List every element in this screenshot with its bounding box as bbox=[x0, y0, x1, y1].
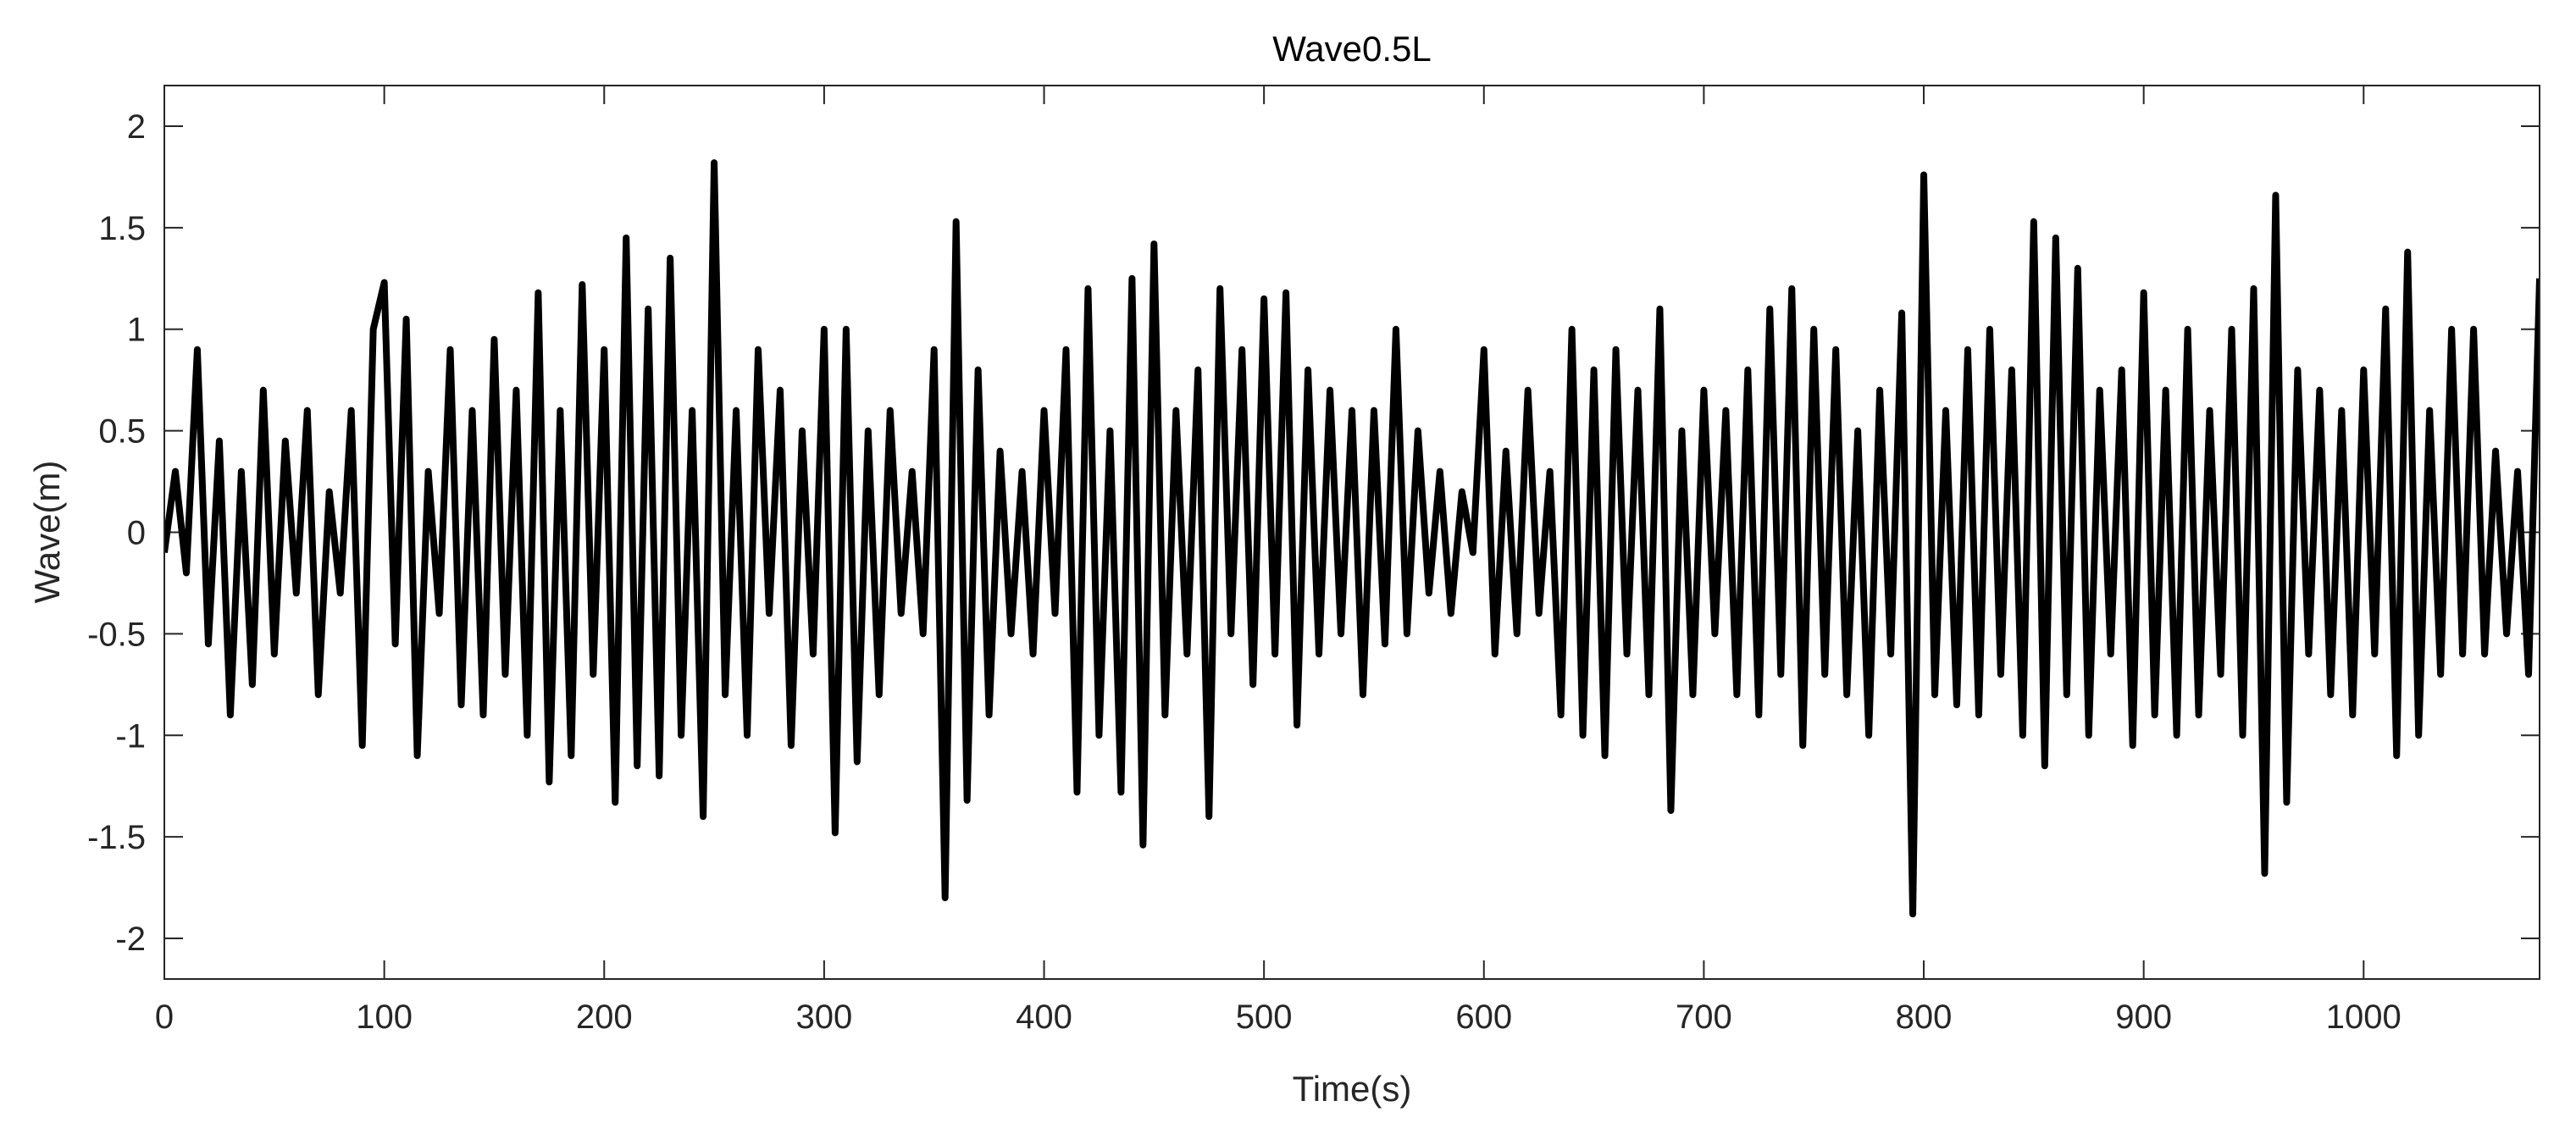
x-tick-label: 900 bbox=[2115, 999, 2172, 1036]
y-tick-label: -1 bbox=[115, 717, 146, 755]
x-tick-label: 800 bbox=[1896, 999, 1953, 1036]
y-axis-label: Wave(m) bbox=[27, 461, 67, 604]
y-tick-label: 0.5 bbox=[98, 413, 146, 451]
plot-frame bbox=[163, 85, 2540, 980]
y-tick-label: 0 bbox=[127, 515, 146, 552]
y-tick-label: -1.5 bbox=[87, 819, 146, 856]
x-tick-label: 0 bbox=[155, 999, 174, 1036]
x-tick-label: 700 bbox=[1676, 999, 1732, 1036]
y-tick-label: -2 bbox=[115, 921, 146, 958]
y-tick-label: 1.5 bbox=[98, 210, 146, 247]
x-tick-label: 200 bbox=[576, 999, 633, 1036]
data-line bbox=[164, 159, 2540, 918]
x-tick-label: 600 bbox=[1455, 999, 1512, 1036]
y-tick-label: -0.5 bbox=[87, 616, 146, 653]
x-axis-label: Time(s) bbox=[1293, 1069, 1412, 1109]
x-tick-label: 500 bbox=[1236, 999, 1293, 1036]
x-tick-label: 1000 bbox=[2326, 999, 2401, 1036]
y-tick-label: 2 bbox=[127, 108, 146, 146]
y-tick-label: 1 bbox=[127, 312, 146, 349]
x-tick-label: 300 bbox=[796, 999, 853, 1036]
x-tick-label: 400 bbox=[1016, 999, 1072, 1036]
x-tick-label: 100 bbox=[356, 999, 413, 1036]
chart-title: Wave0.5L bbox=[1272, 29, 1432, 69]
